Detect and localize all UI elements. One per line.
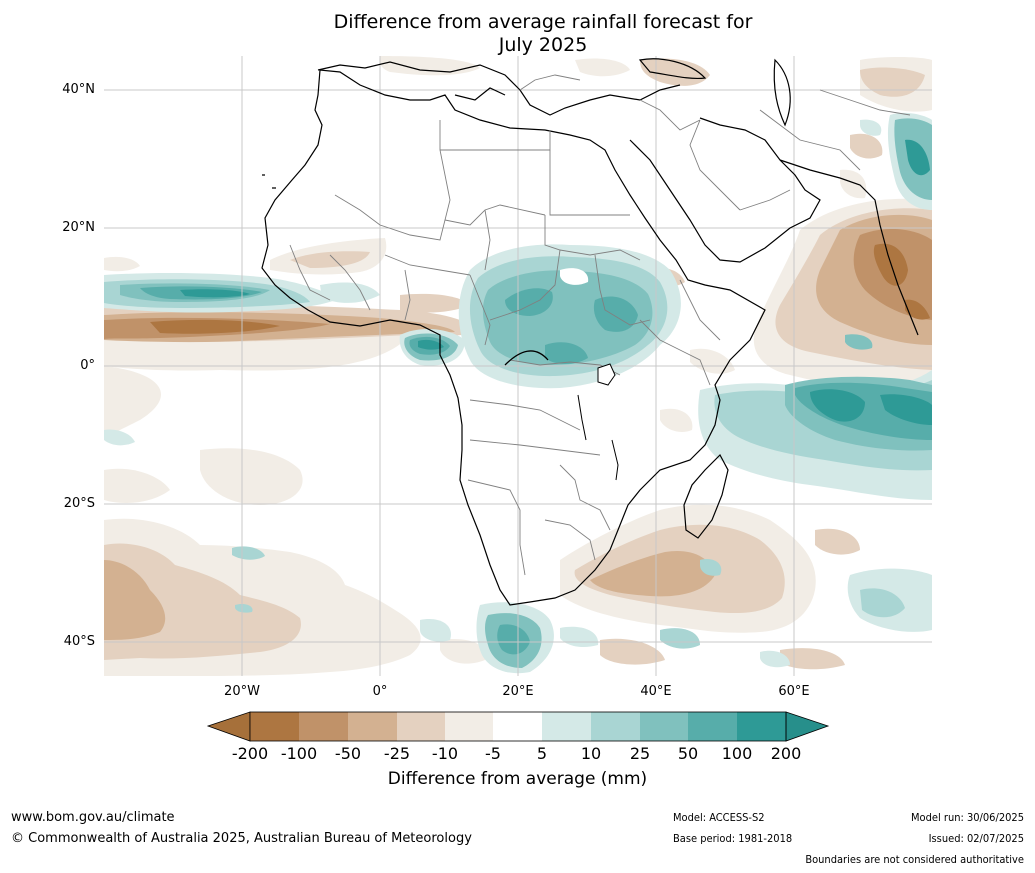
colorbar-high-arrow [785, 711, 830, 742]
colorbar-tick: 100 [721, 744, 753, 763]
issued-date: Issued: 02/07/2025 [928, 832, 1024, 845]
madagascar-coastline [683, 454, 729, 539]
model-name: Model: ACCESS-S2 [673, 811, 765, 824]
base-period: Base period: 1981-2018 [673, 832, 793, 845]
wet-anomaly-regions [104, 112, 932, 674]
colorbar-bin [640, 712, 688, 741]
lakes [577, 363, 619, 481]
congo-river [504, 350, 549, 366]
arabia-coastline [629, 117, 821, 263]
lon-label-0: 0° [372, 684, 388, 699]
boundaries-disclaimer: Boundaries are not considered authoritat… [805, 853, 1024, 866]
colorbar-tick: 50 [677, 744, 699, 763]
coastlines [261, 58, 919, 606]
colorbar [206, 711, 830, 742]
graticule [104, 56, 932, 676]
country-boundaries [289, 74, 911, 576]
africa-coastline [261, 69, 766, 606]
lat-label-40n: 40°N [62, 82, 95, 97]
colorbar-bin [737, 712, 786, 741]
lat-label-20s: 20°S [63, 496, 95, 511]
colorbar-bin [250, 712, 299, 741]
lon-label-60e: 60°E [778, 684, 810, 699]
dry-anomaly-regions [104, 56, 932, 676]
website-link[interactable]: www.bom.gov.au/climate [11, 810, 175, 825]
colorbar-bin [493, 712, 542, 741]
colorbar-tick: -25 [383, 744, 411, 763]
map-area [104, 56, 932, 676]
colorbar-tick: -200 [231, 744, 269, 763]
map-title-line-2: July 2025 [498, 34, 588, 56]
colorbar-bin [397, 712, 445, 741]
colorbar-low-arrow [206, 711, 251, 742]
colorbar-tick: -10 [431, 744, 459, 763]
lat-label-20n: 20°N [62, 220, 95, 235]
lat-label-40s: 40°S [63, 634, 95, 649]
colorbar-title: Difference from average (mm) [387, 769, 648, 789]
colorbar-tick: 25 [629, 744, 651, 763]
colorbar-bin [445, 712, 493, 741]
lon-label-20e: 20°E [502, 684, 534, 699]
colorbar-bin [348, 712, 397, 741]
colorbar-bin [591, 712, 640, 741]
copyright-text: © Commonwealth of Australia 2025, Austra… [11, 831, 472, 846]
colorbar-tick: -100 [280, 744, 318, 763]
colorbar-tick: -5 [485, 744, 501, 763]
lon-label-20w: 20°W [224, 684, 260, 699]
lake-victoria [597, 363, 616, 386]
map-title-line-1: Difference from average rainfall forecas… [333, 11, 753, 33]
lon-label-40e: 40°E [640, 684, 672, 699]
colorbar-tick: 5 [536, 744, 548, 763]
model-run-date: Model run: 30/06/2025 [911, 811, 1024, 824]
lat-label-0: 0° [80, 358, 95, 373]
colorbar-bin [299, 712, 348, 741]
colorbar-bin [542, 712, 591, 741]
colorbar-tick: 200 [770, 744, 802, 763]
colorbar-tick: 10 [580, 744, 602, 763]
colorbar-tick: -50 [334, 744, 362, 763]
colorbar-bin [688, 712, 737, 741]
